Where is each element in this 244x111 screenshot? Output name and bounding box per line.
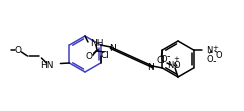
Text: N: N [206,47,213,56]
Text: Cl: Cl [157,56,166,65]
Text: N: N [147,63,154,72]
Text: +: + [213,45,219,51]
Text: O: O [174,60,180,69]
Text: O: O [215,52,222,60]
Text: +: + [173,56,179,62]
Text: HN: HN [40,60,53,69]
Text: O: O [85,53,92,61]
Text: -: - [166,51,170,61]
Text: O: O [161,56,167,64]
Text: Cl: Cl [100,51,109,59]
Text: -: - [213,56,216,66]
Text: N: N [109,44,116,53]
Text: NH: NH [90,40,103,49]
Text: O: O [206,56,213,64]
Text: O: O [15,47,22,56]
Text: N: N [167,60,173,69]
